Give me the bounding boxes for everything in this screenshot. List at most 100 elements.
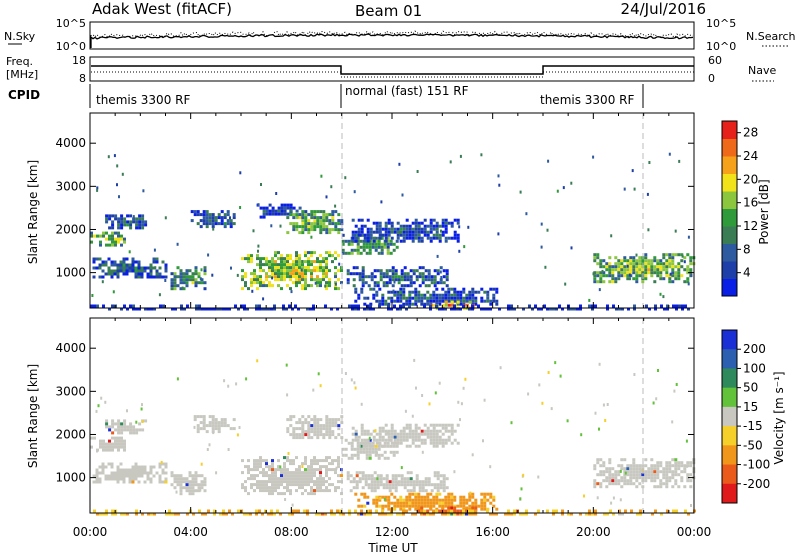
velocity-cell: [672, 509, 675, 513]
power-cell: [310, 251, 313, 255]
power-cell: [292, 266, 295, 270]
power-cell: [141, 226, 145, 230]
cpid-label: CPID: [8, 88, 40, 102]
power-cell: [256, 254, 259, 258]
velocity-cell: [350, 441, 354, 445]
velocity-cell: [400, 480, 404, 484]
power-cell: [283, 260, 286, 264]
power-cell: [123, 304, 126, 308]
power-cell: [92, 266, 96, 270]
velocity-cell: [403, 483, 407, 487]
velocity-cell: [371, 450, 375, 454]
power-cell: [486, 299, 490, 303]
velocity-cell: [110, 465, 114, 469]
velocity-cell: [430, 483, 434, 487]
power-cell: [226, 210, 230, 214]
power-cell: [265, 260, 268, 264]
velocity-cell: [104, 477, 108, 481]
power-cell: [280, 263, 283, 267]
velocity-cell: [408, 495, 412, 499]
velocity-cell: [256, 483, 259, 487]
velocity-cell: [686, 473, 690, 477]
power-cell: [424, 269, 428, 273]
power-cell: [429, 304, 432, 308]
power-cell: [659, 259, 663, 263]
power-cell: [378, 224, 382, 228]
power-cell: [638, 259, 642, 263]
power-cell: [322, 213, 326, 217]
velocity-cell: [168, 512, 171, 516]
power-cell: [251, 289, 254, 293]
velocity-cell: [399, 512, 402, 516]
velocity-cell: [117, 436, 120, 440]
y-tick-label: 4000: [55, 136, 86, 150]
power-cell: [644, 256, 648, 260]
power-cell: [444, 221, 448, 225]
velocity-cell: [328, 433, 332, 437]
power-cell: [370, 272, 374, 276]
velocity-cell: [247, 468, 250, 472]
power-cell: [489, 302, 493, 306]
velocity-cell: [684, 509, 687, 513]
velocity-cell: [202, 421, 206, 425]
power-cell: [325, 272, 328, 276]
power-cell: [445, 284, 449, 288]
power-cell: [120, 307, 123, 311]
power-cell: [364, 275, 368, 279]
velocity-echoes: [90, 358, 696, 516]
velocity-cell: [140, 407, 143, 411]
velocity-cell: [310, 427, 314, 431]
power-cell: [110, 269, 114, 273]
velocity-cell: [273, 512, 276, 516]
power-cell: [399, 296, 403, 300]
power-cell: [602, 271, 606, 275]
velocity-cell: [265, 486, 268, 490]
power-cell: [387, 233, 391, 237]
power-cell: [95, 257, 99, 261]
power-cell: [441, 218, 445, 222]
power-cell: [150, 307, 153, 311]
power-cell: [366, 239, 370, 243]
power-cell: [602, 280, 606, 284]
power-cell: [683, 256, 687, 260]
velocity-cell: [289, 418, 293, 422]
power-cell: [319, 269, 322, 273]
power-cell: [105, 243, 108, 247]
power-cell: [378, 304, 381, 308]
velocity-cell: [464, 377, 467, 381]
velocity-cell: [114, 436, 117, 440]
power-ylabel: Slant Range [km]: [26, 160, 40, 264]
velocity-cell: [412, 483, 416, 487]
power-cell: [354, 287, 358, 291]
velocity-cell: [274, 474, 277, 478]
power-cell: [176, 242, 179, 246]
power-cell: [182, 272, 186, 276]
velocity-cell: [447, 512, 450, 516]
velocity-cell: [408, 444, 412, 448]
velocity-cell: [304, 421, 308, 425]
power-cell: [123, 240, 126, 244]
velocity-cell: [405, 495, 409, 499]
power-cell: [194, 278, 198, 282]
power-cell: [405, 236, 409, 240]
velocity-cell: [495, 507, 499, 511]
power-cell: [387, 227, 391, 231]
power-cell: [378, 299, 382, 303]
power-cell: [528, 304, 531, 308]
velocity-cell: [426, 501, 430, 505]
power-cell: [277, 275, 280, 279]
power-cell: [304, 260, 307, 264]
power-cell: [219, 307, 222, 311]
velocity-cell: [304, 480, 307, 484]
velocity-cell: [301, 424, 305, 428]
power-cell: [298, 275, 301, 279]
velocity-cell: [201, 512, 204, 516]
velocity-cell: [114, 512, 117, 516]
power-cell: [298, 269, 301, 273]
velocity-cell: [304, 430, 308, 434]
velocity-cell: [390, 492, 394, 496]
velocity-cell: [618, 509, 621, 513]
velocity-cell: [286, 471, 289, 475]
velocity-cell: [420, 438, 424, 442]
power-cell: [337, 269, 340, 273]
